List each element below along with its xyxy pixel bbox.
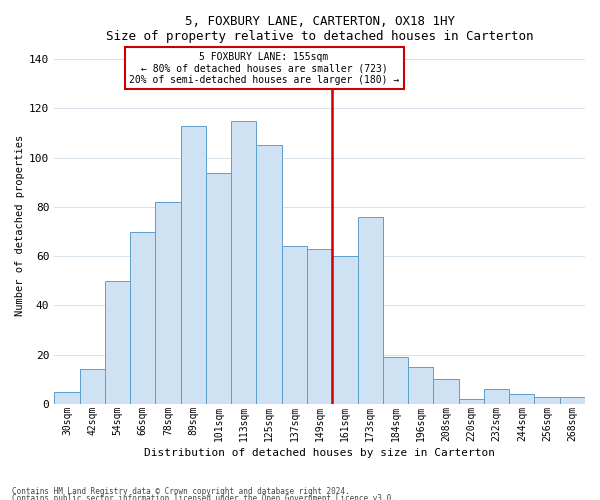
Bar	[458, 399, 484, 404]
Bar	[307, 249, 332, 404]
Bar	[155, 202, 181, 404]
Bar	[256, 146, 282, 404]
Y-axis label: Number of detached properties: Number of detached properties	[15, 135, 25, 316]
Bar	[105, 281, 130, 404]
Title: 5, FOXBURY LANE, CARTERTON, OX18 1HY
Size of property relative to detached house: 5, FOXBURY LANE, CARTERTON, OX18 1HY Siz…	[106, 15, 533, 43]
Bar	[560, 396, 585, 404]
Bar	[80, 370, 105, 404]
Bar	[408, 367, 433, 404]
Bar	[433, 380, 458, 404]
Text: Contains public sector information licensed under the Open Government Licence v3: Contains public sector information licen…	[12, 494, 396, 500]
Bar	[181, 126, 206, 404]
Bar	[509, 394, 535, 404]
Text: 5 FOXBURY LANE: 155sqm
← 80% of detached houses are smaller (723)
20% of semi-de: 5 FOXBURY LANE: 155sqm ← 80% of detached…	[129, 52, 399, 85]
Bar	[130, 232, 155, 404]
Bar	[206, 172, 231, 404]
Bar	[231, 121, 256, 404]
Bar	[282, 246, 307, 404]
Text: Contains HM Land Registry data © Crown copyright and database right 2024.: Contains HM Land Registry data © Crown c…	[12, 487, 350, 496]
Bar	[383, 357, 408, 404]
Bar	[332, 256, 358, 404]
Bar	[535, 396, 560, 404]
X-axis label: Distribution of detached houses by size in Carterton: Distribution of detached houses by size …	[144, 448, 495, 458]
Bar	[54, 392, 80, 404]
Bar	[358, 217, 383, 404]
Bar	[484, 389, 509, 404]
